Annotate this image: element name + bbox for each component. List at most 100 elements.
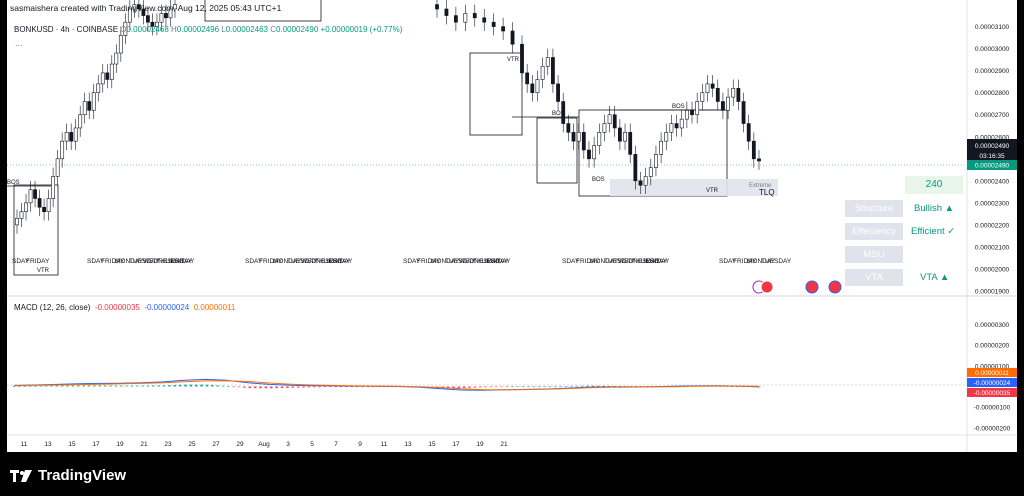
time-tick-label: 27	[212, 441, 220, 448]
macd-histogram-bar	[162, 385, 166, 387]
candle-body	[623, 132, 627, 142]
candle-body	[721, 101, 725, 111]
flag-icon[interactable]	[805, 280, 819, 294]
macd-histogram-bar	[612, 385, 616, 387]
macd-histogram-bar	[366, 386, 370, 388]
macd-histogram-bar	[457, 386, 461, 389]
current-price-tag-bg	[967, 160, 1017, 170]
candle-body	[597, 132, 602, 146]
candles[interactable]	[15, 0, 761, 234]
macd-histogram-bar	[93, 385, 96, 387]
macd-histogram-bar	[18, 386, 21, 387]
macd-tag-signal-bg	[967, 368, 1017, 377]
macd-histogram-bar	[178, 384, 182, 387]
candle-body	[64, 132, 69, 142]
economic-event-icons[interactable]	[752, 280, 842, 294]
candle-body	[501, 26, 506, 32]
candle-body	[561, 101, 566, 124]
macd-histogram-bar	[275, 386, 278, 389]
price-chart-svg[interactable]: 0.00003100 0.00003000 0.00002900 0.00002800…	[7, 0, 1017, 452]
candle-body	[132, 4, 137, 10]
session-label: SDAY	[12, 258, 30, 265]
session-label: WEDNESDAY	[143, 258, 185, 265]
session-label: THURSDAY	[157, 258, 193, 265]
footer: TradingView	[0, 454, 1024, 496]
macd-histogram-bar	[55, 385, 59, 387]
session-label: MONDAY	[115, 258, 144, 265]
flag-icon[interactable]	[828, 280, 842, 294]
macd-tick-label: 0.00000300	[975, 322, 1010, 329]
macd-histogram-bar	[23, 386, 27, 387]
macd-title: MACD (12, 26, close)	[14, 303, 91, 312]
session-label: FRIDAY	[101, 258, 125, 265]
macd-histogram-bar	[548, 386, 552, 387]
price-tick-label: 0.00002600	[975, 134, 1010, 141]
chart-area[interactable]: 0.00003100 0.00003000 0.00002900 0.00002800…	[7, 0, 1017, 452]
tlq-label: TLQ	[759, 188, 775, 197]
candle-body	[105, 72, 110, 80]
candle-body	[690, 110, 694, 116]
candle-body	[55, 158, 60, 177]
macd-histogram-bar	[484, 386, 487, 388]
macd-tag-macd: -0.00000024	[974, 380, 1011, 387]
time-tick-label: 3	[286, 441, 290, 448]
macd-histogram-bar	[125, 385, 128, 387]
session-label: SDAY	[87, 258, 105, 265]
time-tick-label: 25	[188, 441, 196, 448]
panel-label-structure: Structure	[845, 200, 903, 217]
high-value: 0.00002496	[176, 25, 220, 34]
candle-body	[669, 123, 674, 133]
time-tick-label: 21	[140, 441, 148, 448]
session-label: THURSDAY	[473, 258, 509, 265]
more-options-icon[interactable]: ...	[15, 38, 23, 48]
macd-histogram-bar	[307, 386, 311, 388]
candle-body	[87, 101, 92, 111]
session-label: FRIDAY	[576, 258, 600, 265]
session-label: FRIDAY	[26, 258, 50, 265]
candle-body	[46, 198, 51, 212]
session-label: FRIDAY	[646, 258, 670, 265]
time-tick-label: 21	[500, 441, 508, 448]
candle-body	[731, 88, 736, 98]
candle-body	[540, 65, 545, 80]
macd-histogram-bar	[570, 385, 573, 387]
macd-legend: MACD (12, 26, close) -0.00000035 -0.0000…	[14, 303, 235, 312]
candle-body	[136, 4, 141, 10]
candle-body	[587, 149, 591, 160]
macd-histogram-bar	[328, 386, 332, 388]
session-label: FRIDAY	[329, 258, 353, 265]
time-tick-label: 19	[476, 441, 484, 448]
candle-body	[535, 79, 540, 94]
candle-body	[453, 15, 458, 23]
candle-body	[700, 92, 705, 102]
candle-body	[551, 57, 555, 85]
candle-body	[141, 8, 146, 16]
candle-body	[715, 88, 720, 102]
time-tick-label: 7	[334, 441, 338, 448]
time-axis: 11 13 15 17 19 21 23 25 27 29 Aug 3 5 7 9 11 13 15 17 19 21	[21, 441, 508, 448]
change-value: +0.00000019 (+0.77%)	[320, 25, 403, 34]
candle-body	[705, 83, 710, 94]
candle-body	[42, 206, 46, 212]
price-tick-label: 0.00002000	[975, 266, 1010, 273]
macd-histogram-bar	[334, 386, 337, 388]
session-label: MONDAY	[431, 258, 460, 265]
candle-body	[159, 13, 164, 23]
bos-box-mid	[536, 117, 578, 184]
macd-histogram-bar	[216, 385, 219, 387]
candle-body	[530, 83, 535, 94]
time-tick-label: 15	[68, 441, 76, 448]
macd-tick-label: -0.00000200	[974, 425, 1011, 432]
candle-body	[24, 202, 28, 212]
macd-tag-hist-bg	[967, 388, 1017, 397]
extreme-zone	[610, 179, 778, 196]
macd-histogram-bar	[559, 386, 562, 387]
tradingview-logo[interactable]: TradingView	[10, 467, 126, 484]
flag-icon[interactable]	[760, 280, 774, 294]
candle-body	[472, 13, 477, 19]
macd-histogram-bar	[323, 386, 327, 388]
macd-histogram-bar	[591, 385, 595, 387]
macd-histogram-bar	[82, 385, 85, 387]
macd-histogram-bar	[205, 384, 209, 387]
